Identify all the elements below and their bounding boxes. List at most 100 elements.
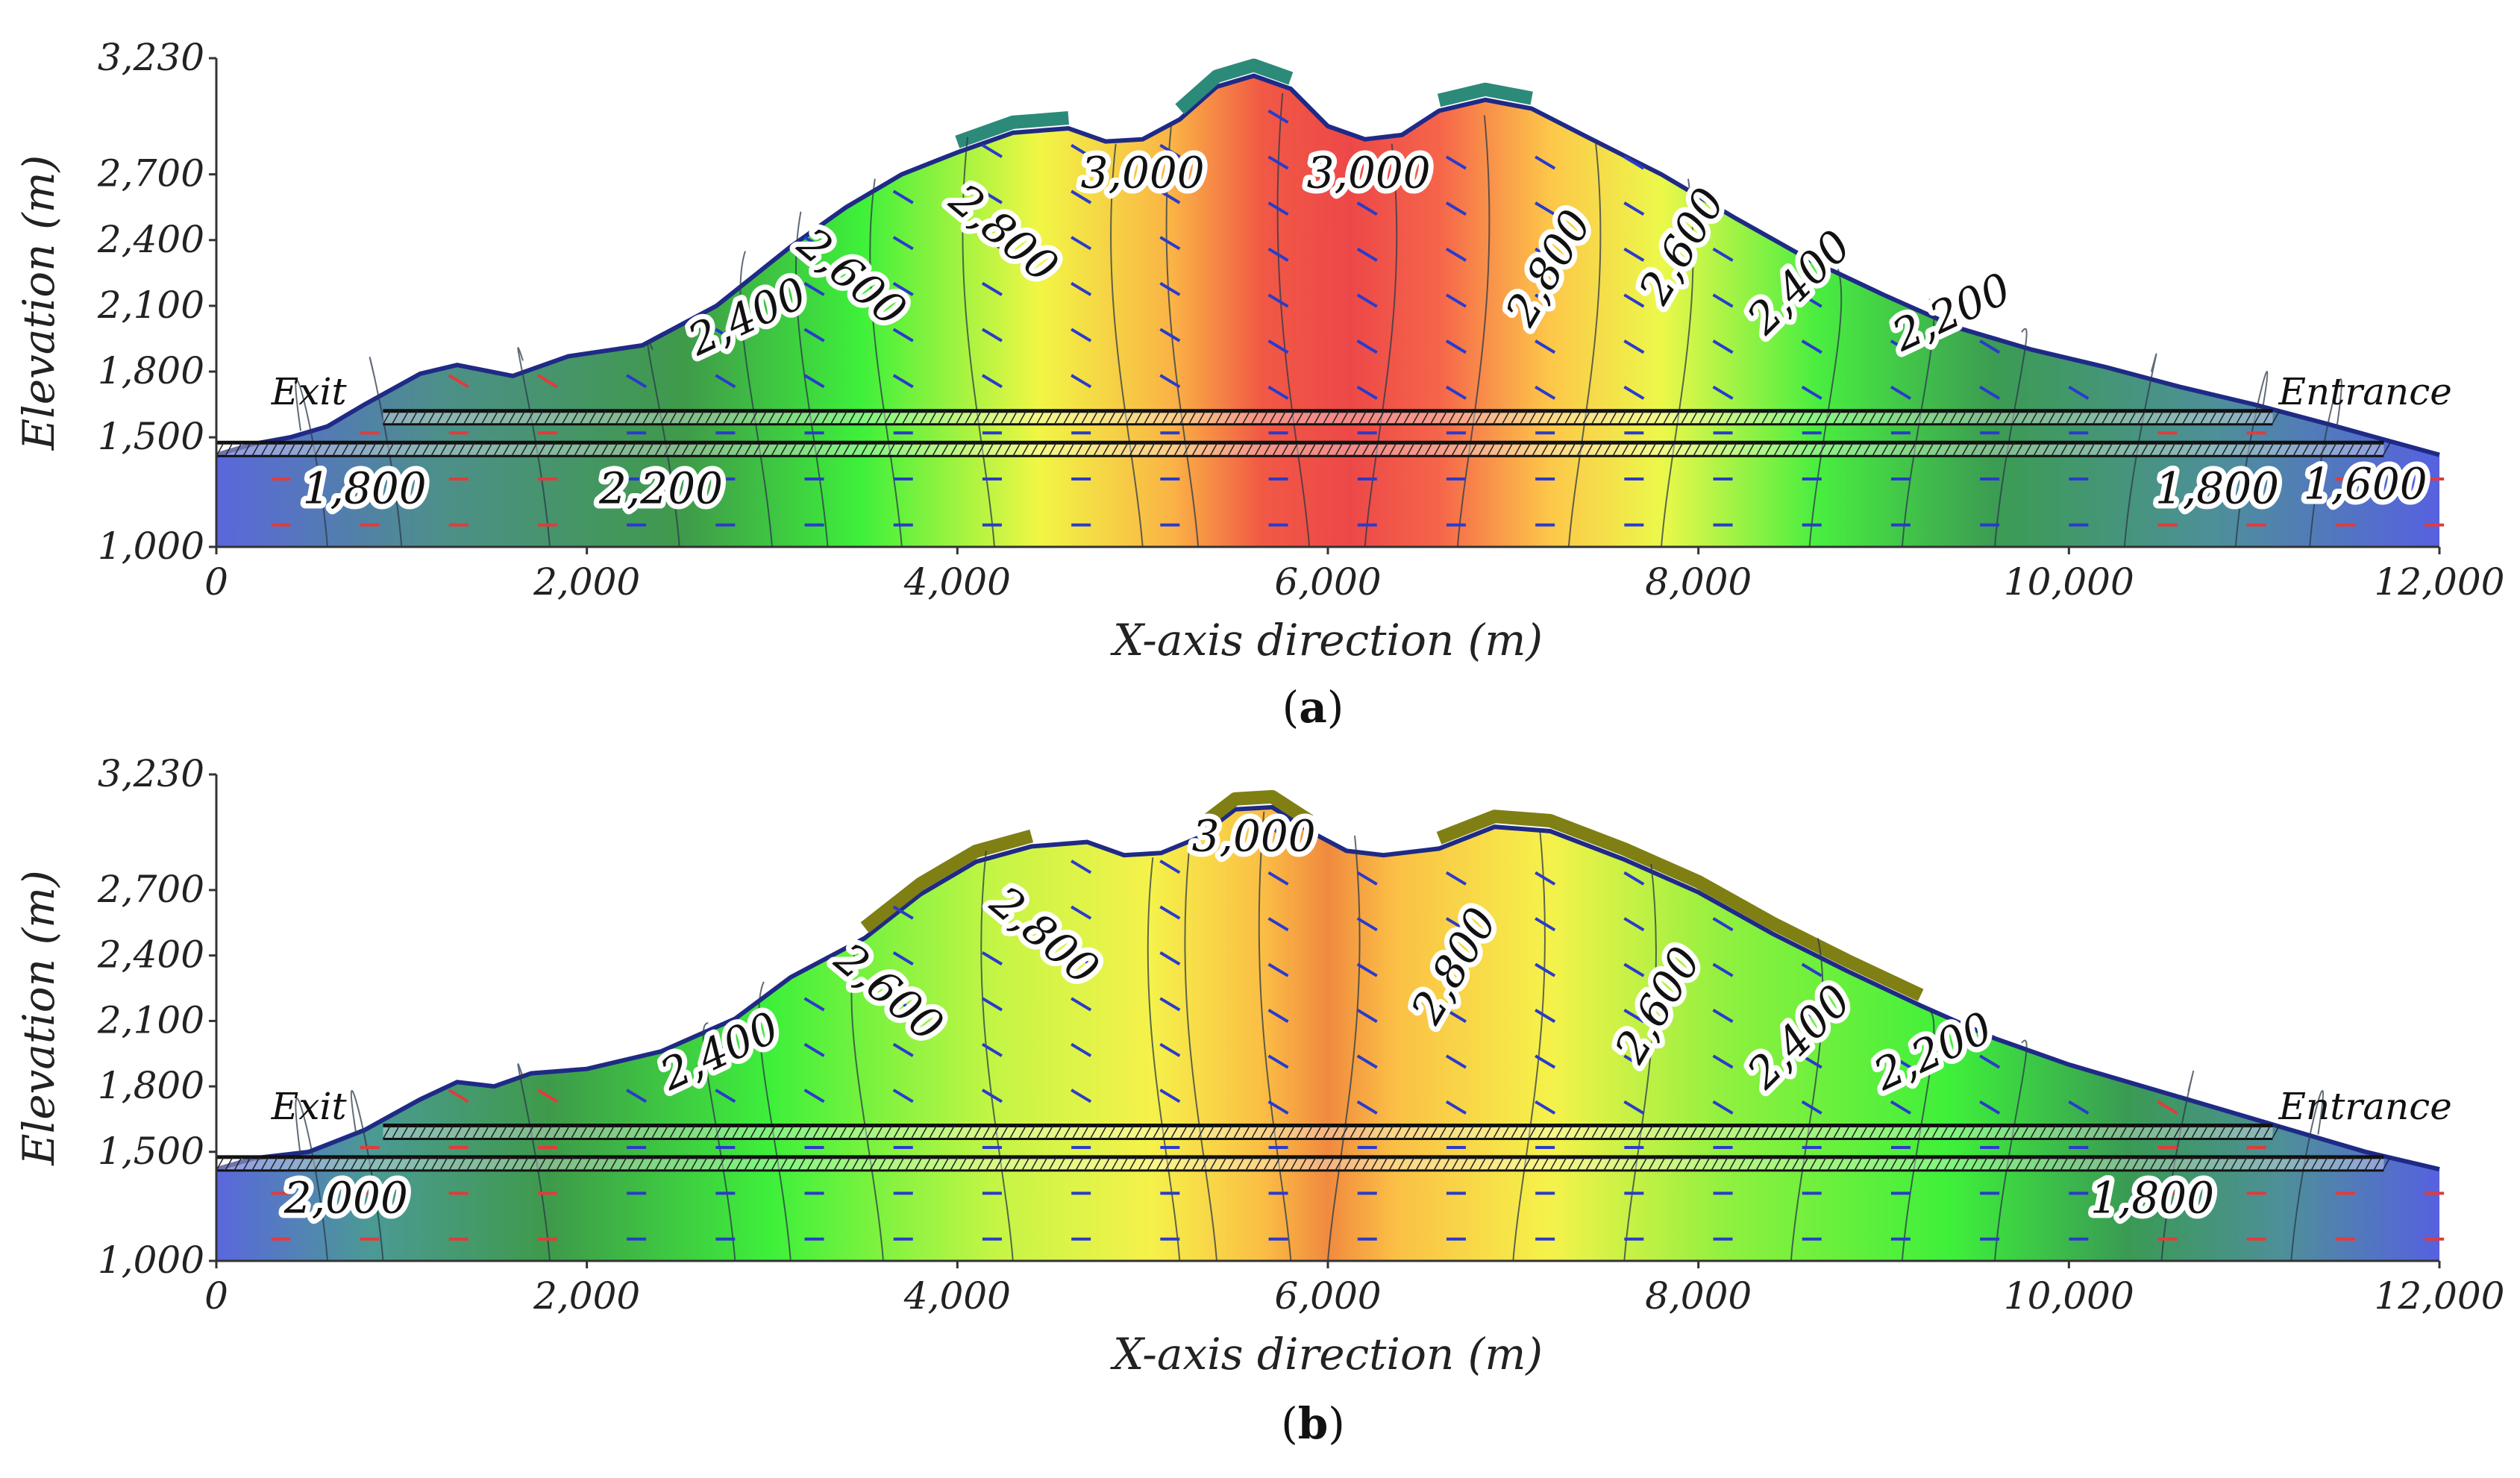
tunnel-hatch [2292,1156,2301,1171]
tunnel-hatch [1259,1125,1269,1139]
tunnel-hatch [475,442,484,457]
tunnel-hatch [436,410,445,425]
tunnel-hatch [1725,410,1734,425]
tunnel-hatch [1949,1125,1958,1139]
tunnel-hatch [323,442,332,457]
flow-arrow [1159,997,1181,1012]
tunnel-hatch [668,410,678,425]
tunnel-hatch [2355,1156,2364,1171]
flow-arrow [1623,1054,1645,1069]
surface-crust [955,111,1070,148]
tunnel-hatch [749,1125,759,1139]
flow-arrow [1890,339,1911,354]
tunnel-hatch [681,442,690,457]
tunnel-hatch [851,442,860,457]
tunnel-hatch [359,442,368,457]
tunnel-hatch [919,1125,929,1139]
tunnel-hatch [2163,1125,2173,1139]
contour-line [2123,353,2157,548]
tunnel-hatch [1358,1125,1367,1139]
tunnel-hatch [686,1125,696,1139]
tunnel-hatch [454,1125,463,1139]
tunnel-hatch [1397,442,1406,457]
tunnel-hatch [1868,410,1878,425]
tunnel-hatch [624,410,633,425]
tunnel-hatch [606,410,615,425]
tunnel-hatch [538,1156,547,1171]
tunnel-hatch [812,410,821,425]
tunnel-hatch [749,410,759,425]
tunnel-hatch [1707,410,1717,425]
contour-line [1623,863,1657,1262]
tunnel-hatch [2346,442,2355,457]
tunnel-hatch [404,442,413,457]
tunnel-hatch [1590,1125,1600,1139]
tunnel-hatch [1138,442,1147,457]
tunnel-hatch [1027,1125,1036,1139]
contour-line [517,1063,551,1262]
tunnel-hatch [439,1156,448,1171]
tunnel-hatch [314,442,323,457]
tunnel-hatch [824,1156,833,1171]
tunnel-hatch [744,442,753,457]
tunnel-hatch [2015,442,2024,457]
contour-line [1184,842,1217,1262]
tunnel-marker-label: Exit [271,1085,348,1128]
tunnel-hatch [1353,1156,1361,1171]
tunnel-hatch [1478,1156,1487,1171]
tunnel-hatch [785,410,794,425]
tunnel-hatch [642,1125,651,1139]
tunnel-hatch [547,1156,556,1171]
tunnel-hatch [516,1125,526,1139]
tunnel-hatch [1666,442,1675,457]
tunnel-hatch [2158,442,2167,457]
tunnel-hatch [973,1125,982,1139]
tunnel-hatch [1232,410,1242,425]
flow-arrow [1801,385,1822,400]
tunnel-hatch [421,442,430,457]
tunnel-hatch [1483,1125,1493,1139]
tunnel-hatch [332,442,341,457]
tunnel-hatch [1156,442,1165,457]
tunnel-hatch [2301,1156,2310,1171]
x-tick-label: 6,000 [1274,1274,1381,1318]
contour-line [1994,328,2028,548]
tunnel-hatch [2226,1125,2236,1139]
flow-arrow [1623,339,1645,354]
tunnel-hatch [1035,410,1045,425]
tunnel-hatch [1523,1156,1532,1171]
tunnel-hatch [1594,442,1603,457]
tunnel-hatch [1931,1125,1940,1139]
tunnel-hatch [1841,1125,1851,1139]
panel-caption: (b) [1281,1398,1345,1449]
flow-arrow [1535,962,1556,977]
tunnel-hatch [1080,410,1090,425]
tunnel-hatch [606,1125,615,1139]
tunnel-hatch [1689,1125,1699,1139]
tunnel-hatch [812,1125,821,1139]
tunnel-hatch [2167,1156,2176,1171]
tunnel-hatch [1388,1156,1397,1171]
tunnel-hatch [1576,442,1585,457]
tunnel-hatch [2078,442,2087,457]
tunnel-hatch [2176,442,2185,457]
tunnel-hatch [1179,410,1188,425]
tunnel-hatch [1626,1125,1636,1139]
tunnel-hatch [1003,442,1012,457]
tunnel-hatch [314,1156,323,1171]
tunnel-hatch [1997,442,2006,457]
tunnel-hatch [1800,1156,1809,1171]
surface-line [216,73,2440,457]
tunnel-hatch [1617,1125,1627,1139]
flow-arrow [1159,236,1181,251]
tunnel-hatch [1035,1125,1045,1139]
tunnel-hatch [2051,442,2060,457]
tunnel-hatch [937,1125,947,1139]
tunnel-hatch [731,1125,741,1139]
tunnel-hatch [1469,1156,1478,1171]
tunnel-hatch [421,1156,430,1171]
tunnel-hatch [395,1156,404,1171]
tunnel-hatch [1107,410,1117,425]
flow-arrow [715,1042,736,1057]
tunnel-hatch [1066,1156,1075,1171]
